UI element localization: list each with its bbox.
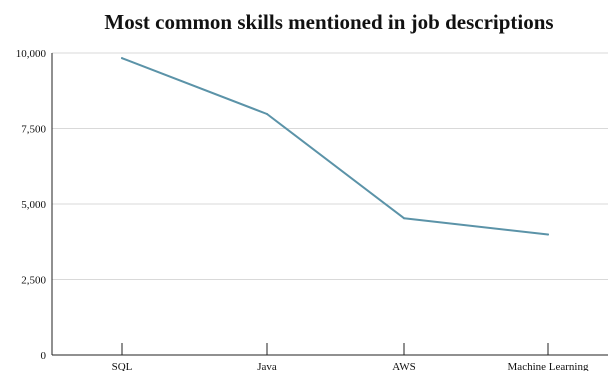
data-point-java: [266, 113, 268, 116]
tick-labels: 0 2,500 5,000 7,500 10,000 SQL Java AWS Machine …: [16, 48, 589, 373]
x-tick-label: AWS: [392, 361, 416, 371]
data-point-sql: [121, 57, 123, 60]
series-line-0: [121, 57, 549, 236]
y-tick-label: 0: [41, 350, 47, 362]
y-tick-label: 7,500: [21, 124, 46, 136]
x-tick-label: Java: [257, 361, 277, 371]
data-point-machine-learning: [547, 233, 549, 236]
gridlines: [52, 52, 608, 280]
series-layer: [121, 57, 549, 236]
x-tick-label: Machine Learning: [508, 361, 589, 371]
y-tick-label: 10,000: [16, 48, 47, 60]
data-point-aws: [403, 217, 405, 220]
axes: [51, 53, 608, 356]
chart-title: Most common skills mentioned in job desc…: [104, 10, 553, 34]
x-tick-label: SQL: [112, 361, 133, 371]
y-tick-label: 5,000: [21, 199, 46, 211]
y-tick-label: 2,500: [21, 275, 46, 287]
